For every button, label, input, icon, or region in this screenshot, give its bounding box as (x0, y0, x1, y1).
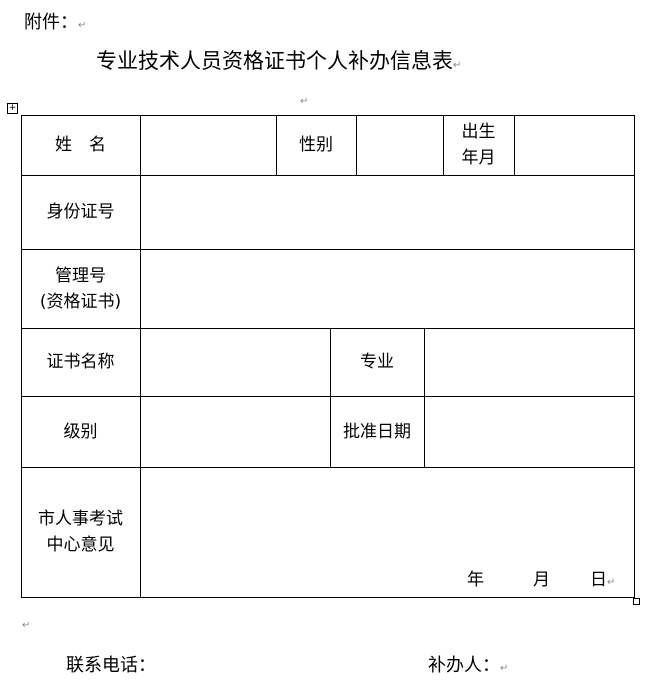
table-resize-handle[interactable] (633, 598, 640, 605)
level-label: 级别 (63, 421, 98, 442)
page-title: 专业技术人员资格证书个人补办信息表↵ (96, 49, 462, 73)
major-cell[interactable] (424, 328, 634, 396)
approval-date-cell[interactable] (424, 396, 634, 467)
gender-cell[interactable] (356, 115, 443, 175)
attachment-label: 附件：↵ (24, 12, 87, 33)
date-day: 日↵ (590, 570, 616, 590)
name-cell[interactable] (140, 115, 276, 175)
mgmt-cell[interactable] (140, 249, 634, 328)
id-label: 身份证号 (46, 202, 115, 222)
id-cell[interactable] (140, 175, 634, 249)
date-month: 月 (533, 570, 550, 590)
paragraph-mark: ↵ (22, 620, 31, 631)
applicant-label: 补办人：↵ (428, 655, 509, 676)
name-label: 姓 名 (55, 135, 106, 155)
phone-label: 联系电话： (66, 655, 156, 676)
cert-name-label: 证书名称 (46, 352, 115, 372)
approval-date-label: 批准日期 (343, 421, 411, 442)
major-label: 专业 (360, 352, 394, 372)
cert-name-cell[interactable] (140, 328, 330, 396)
birth-cell[interactable] (514, 115, 634, 175)
level-cell[interactable] (140, 396, 330, 467)
opinion-cell[interactable] (140, 467, 634, 597)
gender-label: 性别 (299, 135, 333, 155)
date-year: 年 (467, 570, 484, 590)
birth-label: 出生 年月 (461, 122, 496, 168)
paragraph-mark: ↵ (300, 96, 309, 107)
table-move-handle[interactable]: + (7, 103, 18, 114)
opinion-label: 市人事考试 中心意见 (38, 509, 123, 555)
mgmt-label: 管理号 (资格证书) (39, 265, 122, 312)
